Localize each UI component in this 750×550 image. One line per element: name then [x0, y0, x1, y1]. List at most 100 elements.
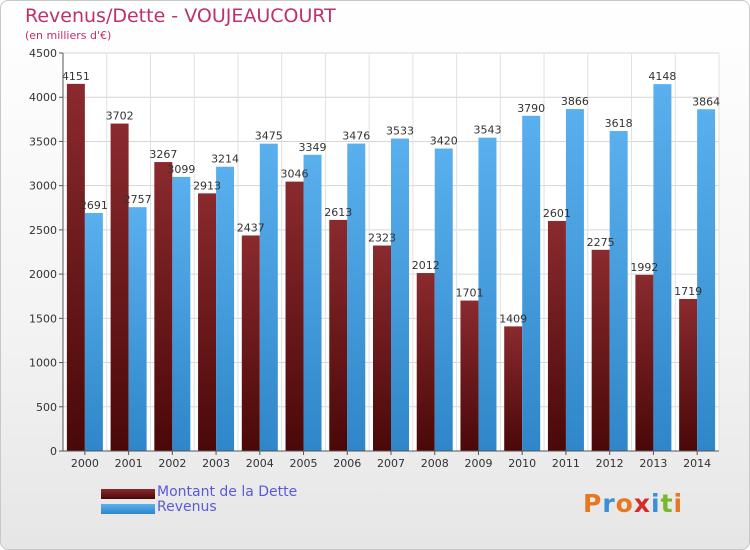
- data-label-dette: 3046: [281, 168, 309, 181]
- bar-revenus: [478, 137, 497, 451]
- bar-revenus: [303, 154, 322, 451]
- bar-revenus: [128, 207, 147, 451]
- legend-swatch-dette: [101, 489, 155, 499]
- data-label-dette: 4151: [62, 70, 90, 83]
- bar-revenus: [172, 176, 191, 452]
- data-label-revenus: 3866: [561, 95, 589, 108]
- x-tick-label: 2009: [464, 457, 492, 470]
- y-tick-label: 4500: [29, 47, 57, 60]
- logo-letter: t: [660, 489, 674, 518]
- bar-revenus: [697, 109, 716, 451]
- bar-dette: [329, 219, 348, 451]
- data-labels: 4151 2691 3702 2757 3267 3099 2913 3214 2437 3475…: [62, 70, 720, 326]
- y-tick-label: 3500: [29, 135, 57, 148]
- data-label-dette: 2012: [412, 259, 440, 272]
- y-tick-label: 2500: [29, 224, 57, 237]
- bar-dette: [679, 298, 698, 451]
- data-label-dette: 1719: [674, 285, 702, 298]
- data-label-dette: 2601: [543, 207, 571, 220]
- data-label-revenus: 3420: [430, 135, 458, 148]
- data-label-revenus: 3864: [692, 95, 720, 108]
- x-tick-label: 2004: [246, 457, 274, 470]
- x-tick-label: 2014: [683, 457, 711, 470]
- axes: 0 500 1000 1500 2000 2500 3000 3500 4000 4500 2000…: [29, 47, 719, 470]
- logo-letter: x: [633, 489, 651, 518]
- logo-letter: i: [651, 489, 661, 518]
- data-label-dette: 1992: [630, 261, 658, 274]
- data-label-revenus: 3618: [605, 117, 633, 130]
- bar-dette: [416, 273, 435, 451]
- data-label-revenus: 4148: [648, 70, 676, 83]
- x-tick-label: 2011: [552, 457, 580, 470]
- logo-letter: r: [602, 489, 616, 518]
- x-tick-label: 2013: [639, 457, 667, 470]
- bar-dette: [110, 123, 129, 451]
- x-tick-label: 2005: [290, 457, 318, 470]
- data-label-dette: 2613: [324, 206, 352, 219]
- bar-dette: [373, 245, 391, 451]
- bar-dette: [241, 235, 260, 451]
- bar-revenus: [84, 212, 103, 451]
- data-label-revenus: 3349: [299, 141, 327, 154]
- y-tick-label: 0: [50, 445, 57, 458]
- bar-revenus: [609, 131, 628, 451]
- x-tick-label: 2007: [377, 457, 405, 470]
- x-tick-label: 2002: [158, 457, 186, 470]
- data-label-revenus: 3214: [211, 153, 239, 166]
- x-tick-label: 2000: [71, 457, 99, 470]
- logo-letter: i: [673, 489, 684, 518]
- bar-dette: [154, 162, 173, 451]
- bar-revenus: [653, 84, 672, 451]
- data-label-revenus: 2691: [80, 199, 108, 212]
- y-tick-label: 3000: [29, 180, 57, 193]
- data-label-dette: 1409: [499, 312, 527, 325]
- y-tick-label: 4000: [29, 91, 57, 104]
- data-label-revenus: 3475: [255, 130, 283, 143]
- x-tick-label: 2012: [596, 457, 624, 470]
- bar-revenus: [565, 109, 584, 451]
- bar-revenus: [391, 138, 409, 452]
- data-label-dette: 3702: [106, 110, 134, 123]
- data-label-dette: 2323: [368, 232, 396, 245]
- bar-dette: [504, 326, 523, 451]
- y-tick-label: 500: [36, 401, 57, 414]
- y-tick-label: 2000: [29, 268, 57, 281]
- bar-revenus: [522, 115, 541, 451]
- bar-dette: [547, 220, 566, 451]
- x-tick-label: 2003: [202, 457, 230, 470]
- bar-revenus: [347, 143, 366, 451]
- bar-dette: [460, 300, 479, 451]
- logo-letter: o: [615, 489, 634, 518]
- x-tick-label: 2001: [115, 457, 143, 470]
- y-tick-label: 1500: [29, 312, 57, 325]
- data-label-dette: 1701: [455, 287, 483, 300]
- y-tick-label: 1000: [29, 357, 57, 370]
- chart-subtitle: (en milliers d'€): [25, 29, 112, 42]
- legend-swatch-revenus: [101, 504, 155, 514]
- proxiti-logo: Proxiti: [583, 489, 683, 518]
- bar-revenus: [216, 166, 235, 451]
- data-label-revenus: 2757: [124, 193, 152, 206]
- data-label-dette: 2913: [193, 179, 221, 192]
- x-tick-label: 2008: [421, 457, 449, 470]
- legend-label-revenus: Revenus: [157, 499, 217, 515]
- bars: [66, 83, 716, 452]
- data-label-revenus: 3543: [473, 124, 501, 137]
- data-label-dette: 3267: [149, 148, 177, 161]
- data-label-dette: 2437: [237, 221, 265, 234]
- data-label-revenus: 3476: [342, 130, 370, 143]
- legend-label-dette: Montant de la Dette: [157, 484, 298, 500]
- logo-letter: P: [583, 489, 603, 518]
- data-label-revenus: 3533: [386, 125, 414, 138]
- x-tick-label: 2010: [508, 457, 536, 470]
- x-tick-label: 2006: [333, 457, 361, 470]
- bar-dette: [66, 83, 85, 451]
- data-label-revenus: 3790: [517, 102, 545, 115]
- bar-revenus: [259, 143, 278, 451]
- bar-dette: [591, 249, 610, 451]
- data-label-dette: 2275: [587, 236, 615, 249]
- bar-revenus: [434, 148, 453, 451]
- bar-dette: [635, 274, 654, 451]
